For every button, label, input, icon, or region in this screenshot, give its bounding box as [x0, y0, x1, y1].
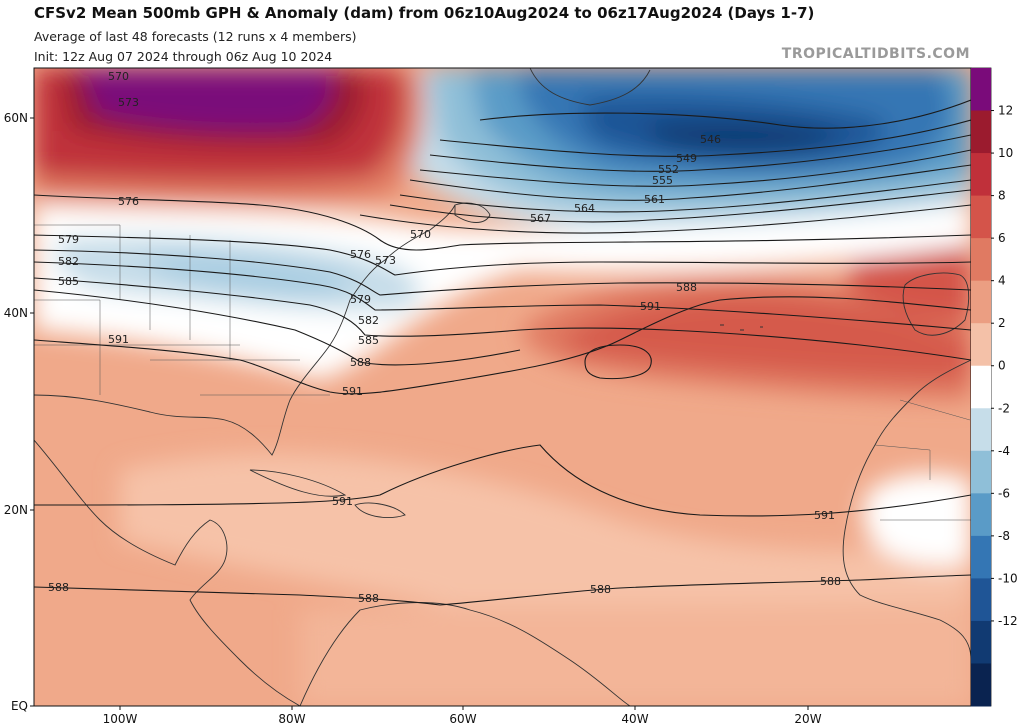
contour-label-591d: 591	[332, 495, 353, 508]
colorbar-swatch	[971, 493, 991, 537]
contour-label-564: 564	[574, 202, 595, 215]
contour-label-588b: 588	[676, 281, 697, 294]
contour-label-579: 579	[58, 233, 79, 246]
colorbar-swatch	[971, 408, 991, 452]
colorbar-swatch	[971, 195, 991, 239]
contour-label-579b: 579	[350, 293, 371, 306]
map-title: CFSv2 Mean 500mb GPH & Anomaly (dam) fro…	[34, 4, 815, 22]
colorbar-swatch	[971, 153, 991, 197]
contour-label-570: 570	[108, 70, 129, 83]
colorbar-swatch	[971, 535, 991, 579]
longitude-axis: 100W 80W 60W 40W 20W	[103, 706, 822, 726]
colorbar-tick-label: 2	[998, 316, 1006, 330]
lat-label-40n: 40N	[4, 306, 28, 320]
contour-labels: 570 573 546 549 552 555 561 564 567 570 …	[48, 70, 841, 605]
colorbar-swatch	[971, 450, 991, 494]
contour-label-588c: 588	[48, 581, 69, 594]
lon-label-80w: 80W	[278, 712, 305, 726]
contour-label-549: 549	[676, 152, 697, 165]
colorbar-tick-label: 4	[998, 274, 1006, 288]
colorbar-tick-label: 8	[998, 189, 1006, 203]
colorbar-swatch	[971, 110, 991, 154]
colorbar-swatch	[971, 323, 991, 367]
contour-label-570b: 570	[410, 228, 431, 241]
contour-label-555: 555	[652, 174, 673, 187]
lat-label-20n: 20N	[4, 503, 28, 517]
contour-label-546: 546	[700, 133, 721, 146]
lon-label-20w: 20W	[794, 712, 821, 726]
contour-label-591e: 591	[814, 509, 835, 522]
contour-label-588: 588	[350, 356, 371, 369]
colorbar-tick-label: -4	[998, 444, 1010, 458]
contour-label-576b: 576	[350, 248, 371, 261]
colorbar-swatch	[971, 365, 991, 409]
borders	[34, 224, 971, 521]
colorbar-swatch	[971, 663, 991, 707]
gph-contours	[34, 99, 971, 606]
colorbar-tick-label: 12	[998, 104, 1013, 118]
map-subtitle-forecasts: Average of last 48 forecasts (12 runs x …	[34, 29, 357, 44]
contour-label-567: 567	[530, 212, 551, 225]
coastlines	[34, 68, 971, 706]
lon-label-100w: 100W	[103, 712, 138, 726]
contour-label-588e: 588	[590, 583, 611, 596]
contour-label-552: 552	[658, 163, 679, 176]
colorbar-tick-label: -2	[998, 401, 1010, 415]
colorbar-tick-label: 6	[998, 231, 1006, 245]
lon-label-40w: 40W	[621, 712, 648, 726]
colorbar-tick-label: -6	[998, 486, 1010, 500]
colorbar-tick-label: -8	[998, 529, 1010, 543]
contour-label-573: 573	[118, 96, 139, 109]
contour-label-585b: 585	[358, 334, 379, 347]
contour-label-576: 576	[118, 195, 139, 208]
lat-label-60n: 60N	[4, 111, 28, 125]
colorbar-swatch	[971, 280, 991, 324]
latitude-axis: 60N 40N 20N EQ	[4, 111, 34, 713]
map-subtitle-init: Init: 12z Aug 07 2024 through 06z Aug 10…	[34, 49, 333, 64]
colorbar-tick-label: 10	[998, 146, 1013, 160]
colorbar-swatch	[971, 620, 991, 664]
contour-label-561: 561	[644, 193, 665, 206]
contour-label-582: 582	[58, 255, 79, 268]
contour-label-585: 585	[58, 275, 79, 288]
contour-label-582b: 582	[358, 314, 379, 327]
contour-label-573b: 573	[375, 254, 396, 267]
anomaly-field	[34, 68, 971, 706]
contour-label-591c: 591	[640, 300, 661, 313]
contour-label-588f: 588	[820, 575, 841, 588]
contour-label-588d: 588	[358, 592, 379, 605]
contour-label-591: 591	[108, 333, 129, 346]
colorbar-swatch	[971, 238, 991, 282]
watermark: TROPICALTIDBITS.COM	[781, 46, 970, 62]
lon-label-60w: 60W	[449, 712, 476, 726]
colorbar-tick-label: -10	[998, 571, 1018, 585]
colorbar-tick-label: -12	[998, 614, 1018, 628]
colorbar-tick-label: 0	[998, 359, 1006, 373]
lat-label-eq: EQ	[11, 699, 28, 713]
colorbar-swatch	[971, 578, 991, 622]
contour-label-591b: 591	[342, 385, 363, 398]
colorbar: 12 10 8 6 4 2 0 -2 -4 -6 -8 -10 -12	[970, 67, 1018, 707]
colorbar-swatch	[971, 68, 991, 112]
